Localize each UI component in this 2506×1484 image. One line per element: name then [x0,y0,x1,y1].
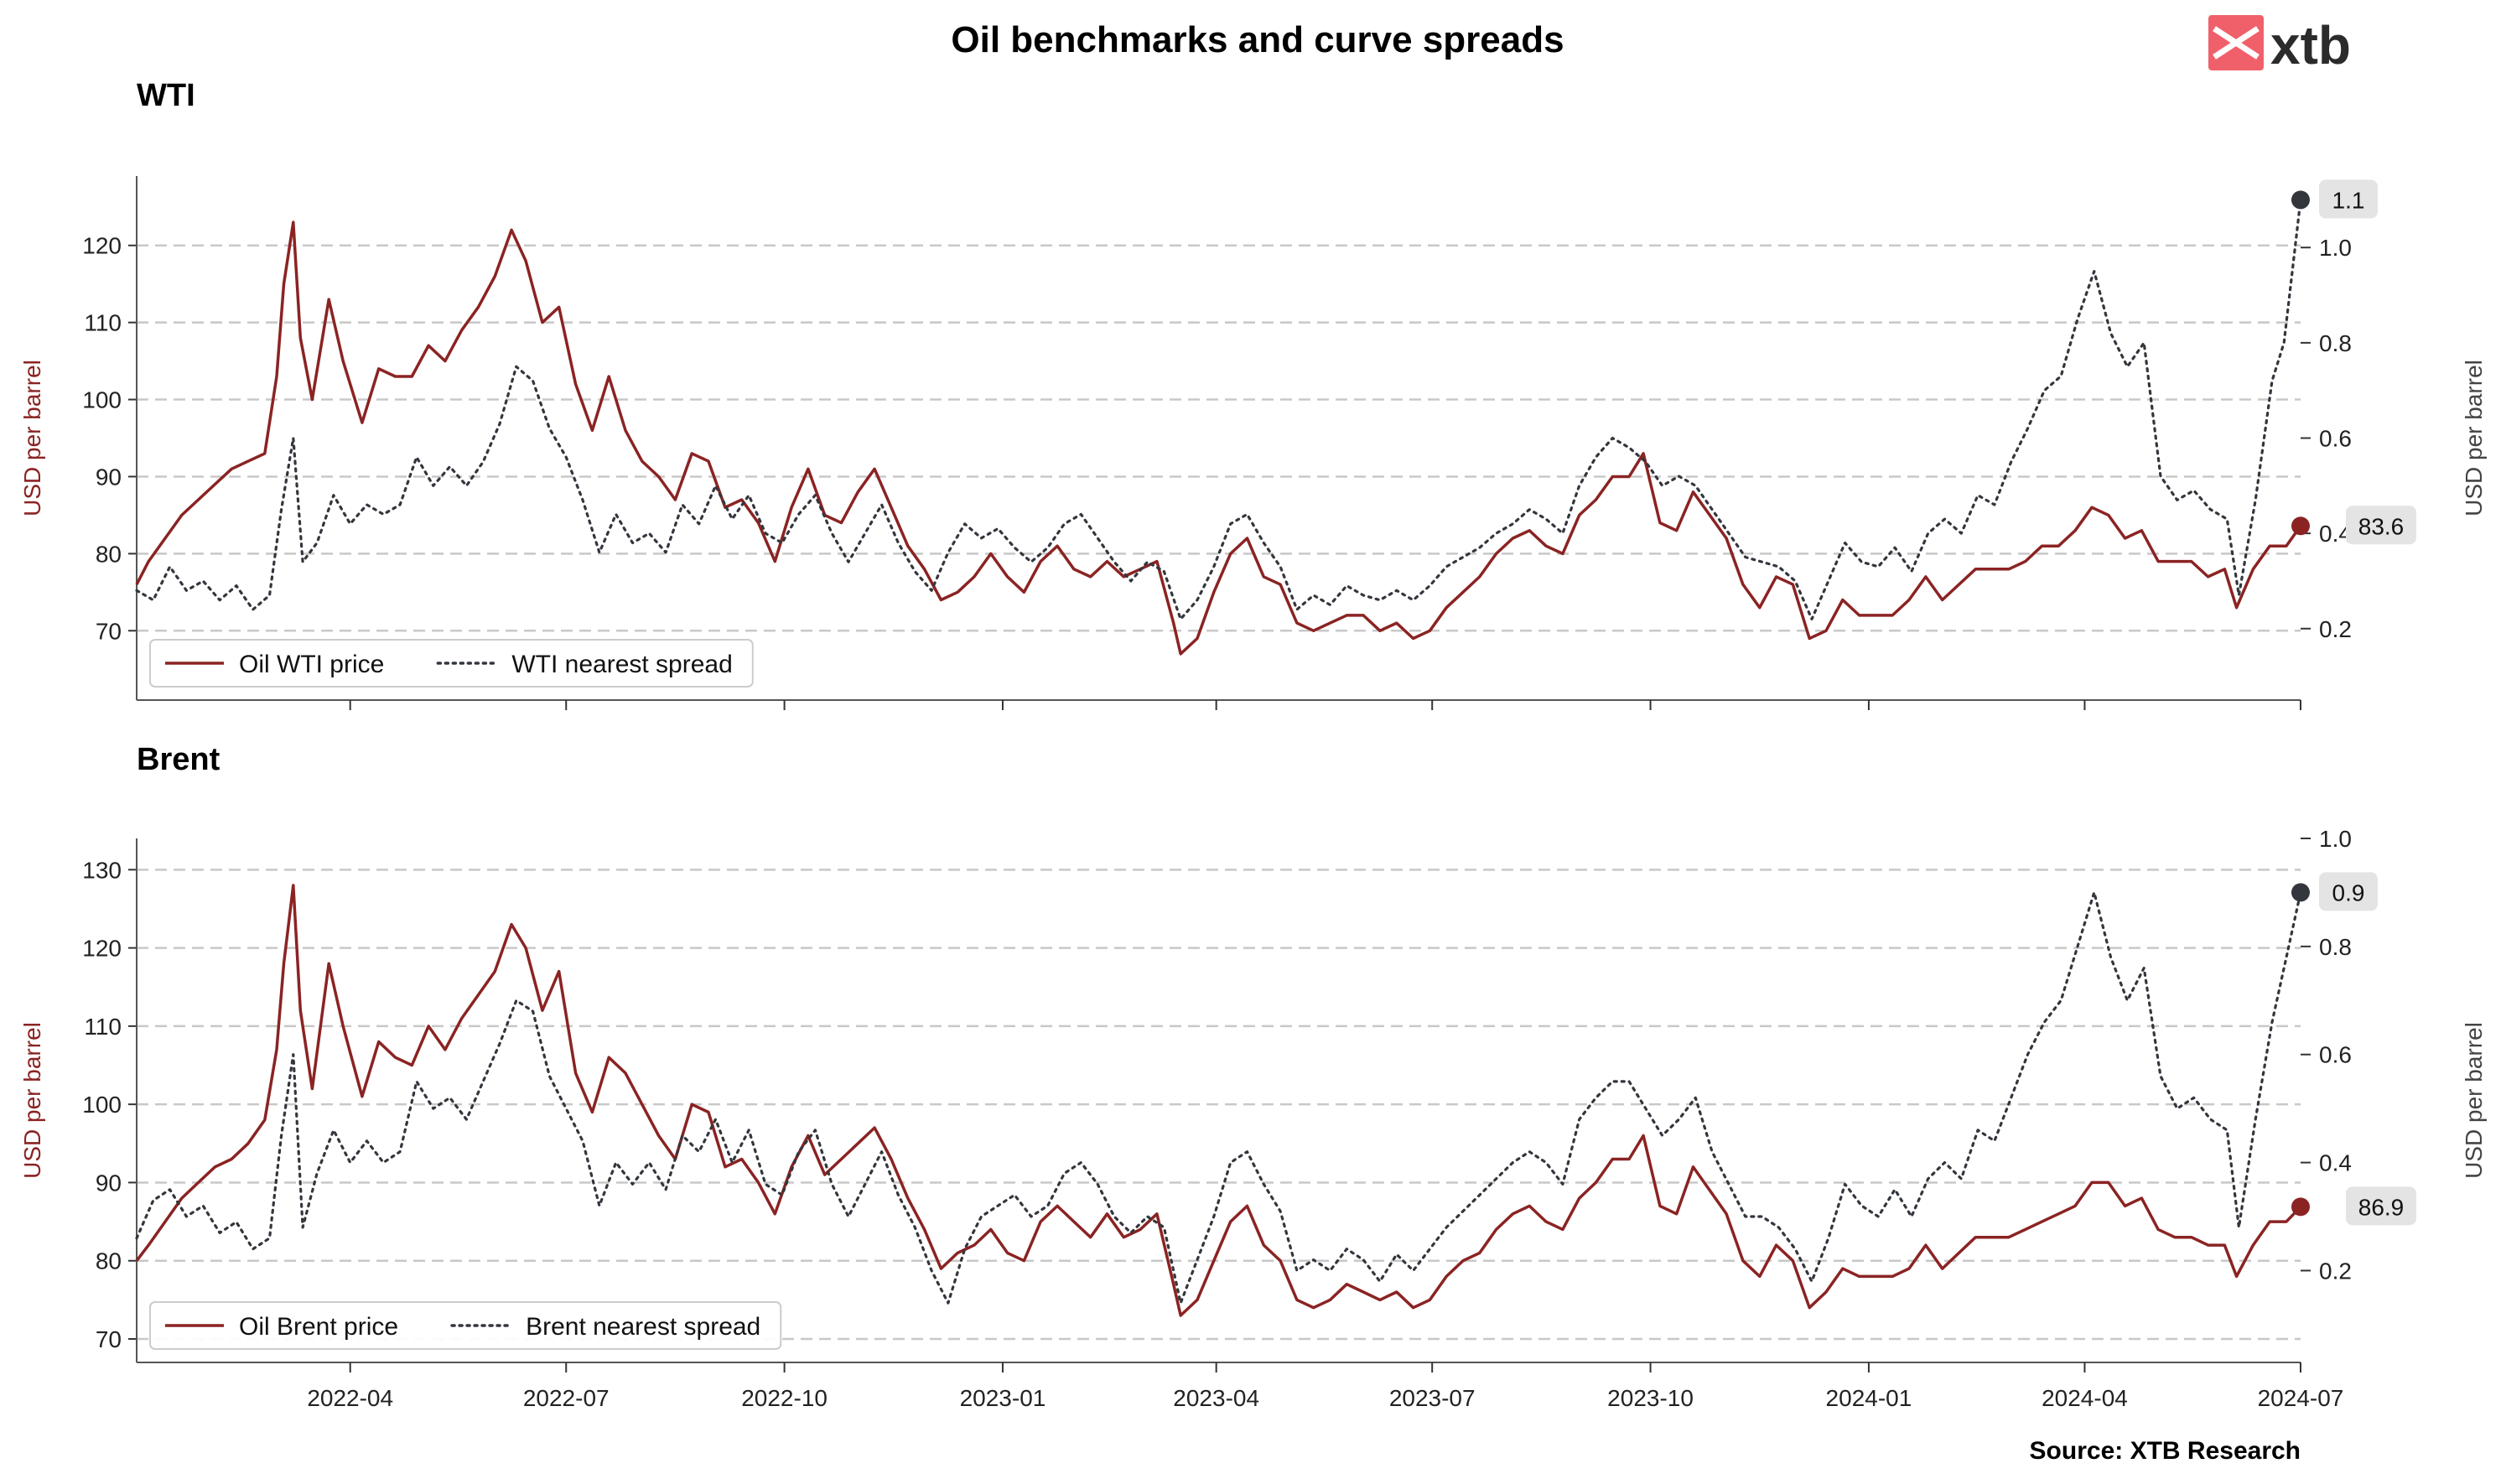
xtb-logo-x-mark [2213,26,2260,60]
price-end-label: 83.6 [2358,513,2405,539]
price-end-marker [2291,516,2310,536]
price-line [135,221,2302,656]
y-tick-label-right: 0.8 [2319,330,2352,356]
y-tick-label-right: 0.4 [2319,1150,2352,1176]
x-tick-label: 2022-04 [307,1385,393,1411]
y-axis-label-left: USD per barrel [19,360,45,516]
y-axis-label-right: USD per barrel [2461,360,2487,516]
panel-title: Brent [137,742,221,777]
xtb-logo: xtb [2208,15,2351,75]
y-tick-label-left: 70 [96,1326,122,1352]
legend-label: Brent nearest spread [526,1313,760,1341]
price-end-label-box [2346,506,2416,545]
y-tick-label-right: 1.0 [2319,235,2352,261]
x-tick-label: 2023-01 [960,1385,1046,1411]
x-tick-label: 2022-07 [523,1385,610,1411]
x-tick-label: 2024-04 [2042,1385,2128,1411]
spread-end-label: 1.1 [2332,187,2365,213]
y-tick-label-left: 90 [96,1170,122,1196]
y-tick-label-right: 1.0 [2319,826,2352,852]
y-tick-label-right: 0.8 [2319,934,2352,960]
legend-label: Oil Brent price [239,1313,398,1341]
y-tick-label-left: 80 [96,1248,122,1274]
legend-label: WTI nearest spread [511,651,732,678]
y-tick-label-right: 0.6 [2319,426,2352,452]
spread-end-marker [2291,190,2310,210]
y-tick-label-left: 70 [96,618,122,644]
y-tick-label-left: 90 [96,464,122,490]
x-tick-label: 2023-10 [1607,1385,1694,1411]
price-end-label-box [2346,1186,2416,1226]
price-line [135,884,2302,1317]
panel-title: WTI [137,78,195,113]
y-tick-label-left: 120 [82,936,122,962]
y-tick-label-left: 100 [82,1092,122,1118]
legend-label: Oil WTI price [239,651,384,678]
y-tick-label-left: 110 [84,310,122,336]
price-end-label: 86.9 [2358,1194,2405,1220]
legend-box [149,639,754,688]
spread-end-label-box [2319,179,2378,219]
y-tick-label-left: 100 [82,387,122,413]
x-tick-label: 2023-04 [1173,1385,1259,1411]
legend-box [149,1301,782,1350]
spread-line [135,198,2302,620]
y-tick-label-left: 80 [96,541,122,567]
spread-end-marker [2291,883,2310,902]
chart-title: Oil benchmarks and curve spreads [951,19,1564,60]
brent-panel: Brent 70 80 90 100 110 120 130 0.2 0.4 0.6 0.8 1.0 20… [19,742,2487,1411]
y-tick-label-right: 0.2 [2319,1258,2352,1284]
spread-line [135,890,2302,1305]
y-tick-label-left: 130 [82,857,122,883]
y-tick-label-left: 110 [84,1014,122,1040]
x-tick-label: 2024-01 [1826,1385,1912,1411]
xtb-logo-text: xtb [2270,15,2351,75]
y-axis-label-right: USD per barrel [2461,1022,2487,1179]
x-tick-label: 2022-10 [741,1385,828,1411]
y-tick-label-right: 0.6 [2319,1042,2352,1068]
x-tick-label: 2024-07 [2258,1385,2344,1411]
price-end-marker [2291,1197,2310,1217]
y-tick-label-left: 120 [82,233,122,259]
spread-end-label: 0.9 [2332,880,2365,905]
spread-end-label-box [2319,872,2378,911]
y-tick-label-right: 0.2 [2319,616,2352,642]
x-tick-label: 2023-07 [1389,1385,1476,1411]
source-note: Source: XTB Research [2030,1437,2301,1465]
y-axis-label-left: USD per barrel [19,1022,45,1179]
